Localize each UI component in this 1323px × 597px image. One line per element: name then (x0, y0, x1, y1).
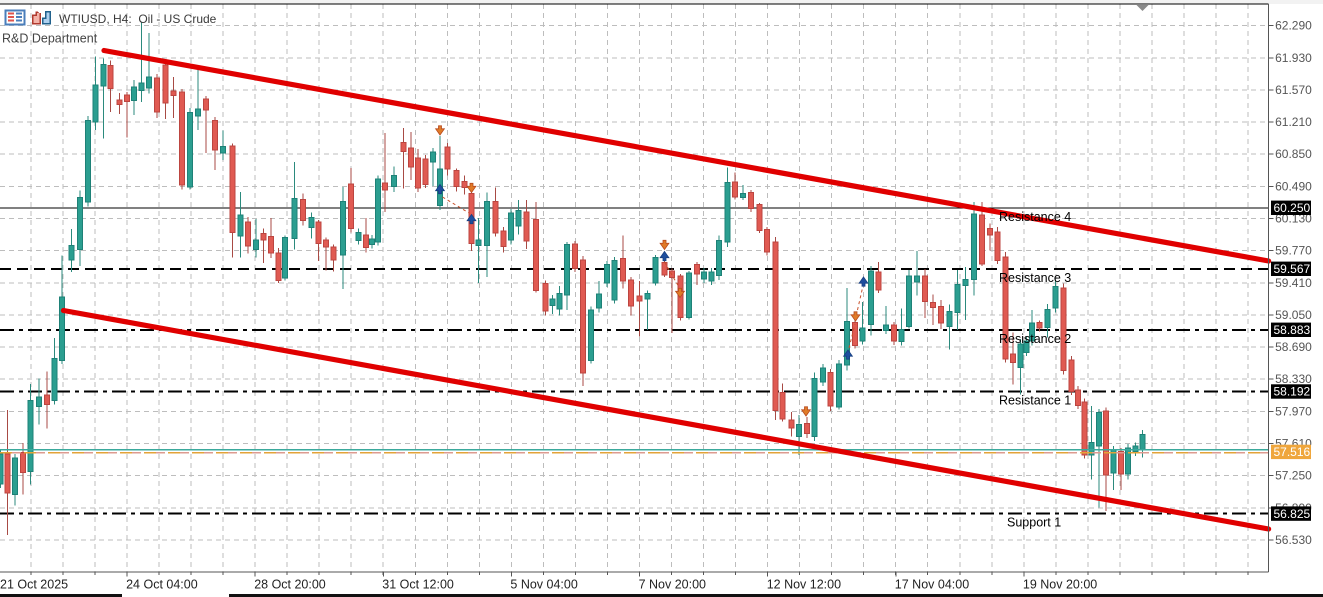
svg-text:61.210: 61.210 (1275, 115, 1312, 129)
svg-text:Resistance 2: Resistance 2 (999, 332, 1071, 346)
svg-text:17 Nov 04:00: 17 Nov 04:00 (895, 577, 969, 591)
svg-text:28 Oct 20:00: 28 Oct 20:00 (254, 577, 326, 591)
svg-text:61.930: 61.930 (1275, 51, 1312, 65)
svg-text:7 Nov 20:00: 7 Nov 20:00 (639, 577, 706, 591)
svg-text:58.192: 58.192 (1274, 385, 1311, 399)
svg-text:56.530: 56.530 (1275, 533, 1312, 547)
svg-text:57.516: 57.516 (1274, 445, 1311, 459)
svg-text:Resistance 3: Resistance 3 (999, 271, 1071, 285)
svg-text:58.690: 58.690 (1275, 340, 1312, 354)
svg-text:57.250: 57.250 (1275, 469, 1312, 483)
svg-text:Resistance 1: Resistance 1 (999, 394, 1071, 408)
svg-text:24 Oct 04:00: 24 Oct 04:00 (126, 577, 198, 591)
svg-text:R&D Department: R&D Department (2, 32, 98, 46)
svg-text:Support 1: Support 1 (1007, 516, 1061, 530)
svg-text:60.490: 60.490 (1275, 179, 1312, 193)
svg-text:59.770: 59.770 (1275, 244, 1312, 258)
svg-text:12 Nov 12:00: 12 Nov 12:00 (767, 577, 841, 591)
svg-text:5 Nov 04:00: 5 Nov 04:00 (510, 577, 577, 591)
svg-text:19 Nov 20:00: 19 Nov 20:00 (1023, 577, 1097, 591)
svg-text:62.290: 62.290 (1275, 19, 1312, 33)
svg-text:57.970: 57.970 (1275, 404, 1312, 418)
svg-text:59.050: 59.050 (1275, 308, 1312, 322)
svg-text:21 Oct 2025: 21 Oct 2025 (0, 577, 68, 591)
svg-text:Resistance 4: Resistance 4 (999, 210, 1071, 224)
svg-text:58.883: 58.883 (1274, 323, 1311, 337)
svg-text:60.850: 60.850 (1275, 147, 1312, 161)
svg-text:56.825: 56.825 (1274, 507, 1311, 521)
svg-text:59.567: 59.567 (1274, 262, 1311, 276)
svg-text:31 Oct 12:00: 31 Oct 12:00 (382, 577, 454, 591)
svg-text:WTIUSD, H4: Oil - US Crude: WTIUSD, H4: Oil - US Crude (59, 12, 217, 26)
svg-text:59.410: 59.410 (1275, 276, 1312, 290)
svg-text:60.250: 60.250 (1274, 201, 1311, 215)
svg-text:58.330: 58.330 (1275, 372, 1312, 386)
svg-text:61.570: 61.570 (1275, 83, 1312, 97)
